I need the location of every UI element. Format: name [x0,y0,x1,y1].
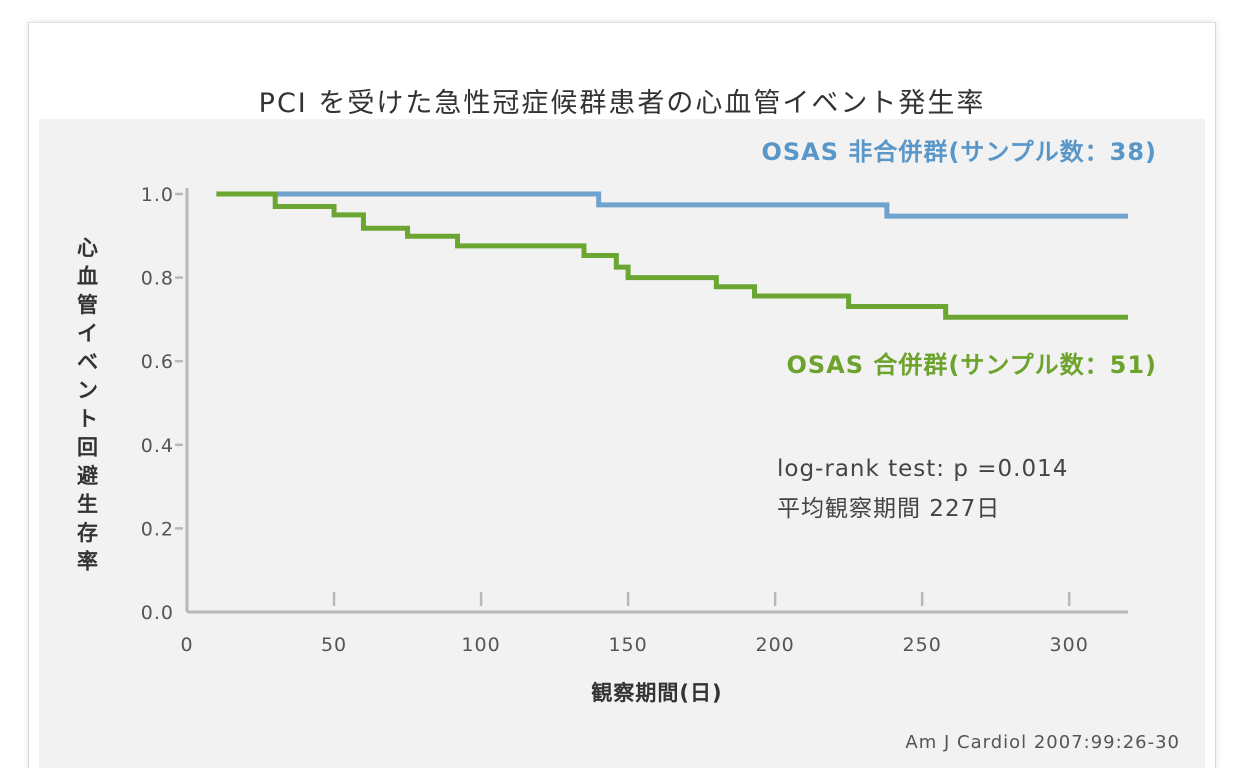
y-axis-title-char: 生 [77,493,99,517]
y-tick-label: 0.0 [141,602,174,624]
x-axis-title: 観察期間(日) [591,681,722,705]
x-tick-label: 100 [461,634,500,656]
series-line-osas [216,191,1128,320]
y-axis-title-char: イ [77,322,99,346]
x-tick-label: 0 [180,634,193,656]
x-tick-label: 50 [321,634,347,656]
x-tick-label: 150 [608,634,647,656]
mean-observation-annotation: 平均観察期間 227日 [777,496,1000,522]
chart-title: PCI を受けた急性冠症候群患者の心血管イベント発生率 [258,88,986,119]
series-line-osas-non [216,191,1128,219]
legend-label-osas-non: OSAS 非合併群(サンプル数：38) [761,138,1157,166]
legend-label-osas: OSAS 合併群(サンプル数：51) [786,351,1157,379]
y-axis-title-char: 管 [77,293,99,317]
plot-background [39,119,1205,768]
chart-card: PCI を受けた急性冠症候群患者の心血管イベント発生率 [28,22,1216,768]
y-axis-title-char: 存 [77,521,99,545]
y-axis-title-char: 心 [77,236,99,260]
y-tick-label: 0.4 [141,435,174,457]
y-axis-title-char: ベ [77,350,99,374]
y-tick-label: 1.0 [141,184,174,206]
y-tick-label: 0.8 [141,268,174,290]
y-tick-label: 0.2 [141,518,174,540]
x-tick-label: 200 [755,634,794,656]
y-axis-title-char: 血 [77,265,99,289]
source-citation: Am J Cardiol 2007:99:26-30 [905,732,1180,753]
y-axis-title-char: ン [77,379,99,403]
y-axis-title-char: 回 [77,436,99,460]
x-tick-label: 250 [903,634,942,656]
y-axis-title-char: ト [77,407,99,431]
x-tick-label: 300 [1050,634,1089,656]
y-axis-title-char: 率 [77,550,99,574]
y-tick-label: 0.6 [141,351,174,373]
logrank-annotation: log-rank test: p =0.014 [777,456,1068,482]
y-axis-title-char: 避 [77,464,99,488]
